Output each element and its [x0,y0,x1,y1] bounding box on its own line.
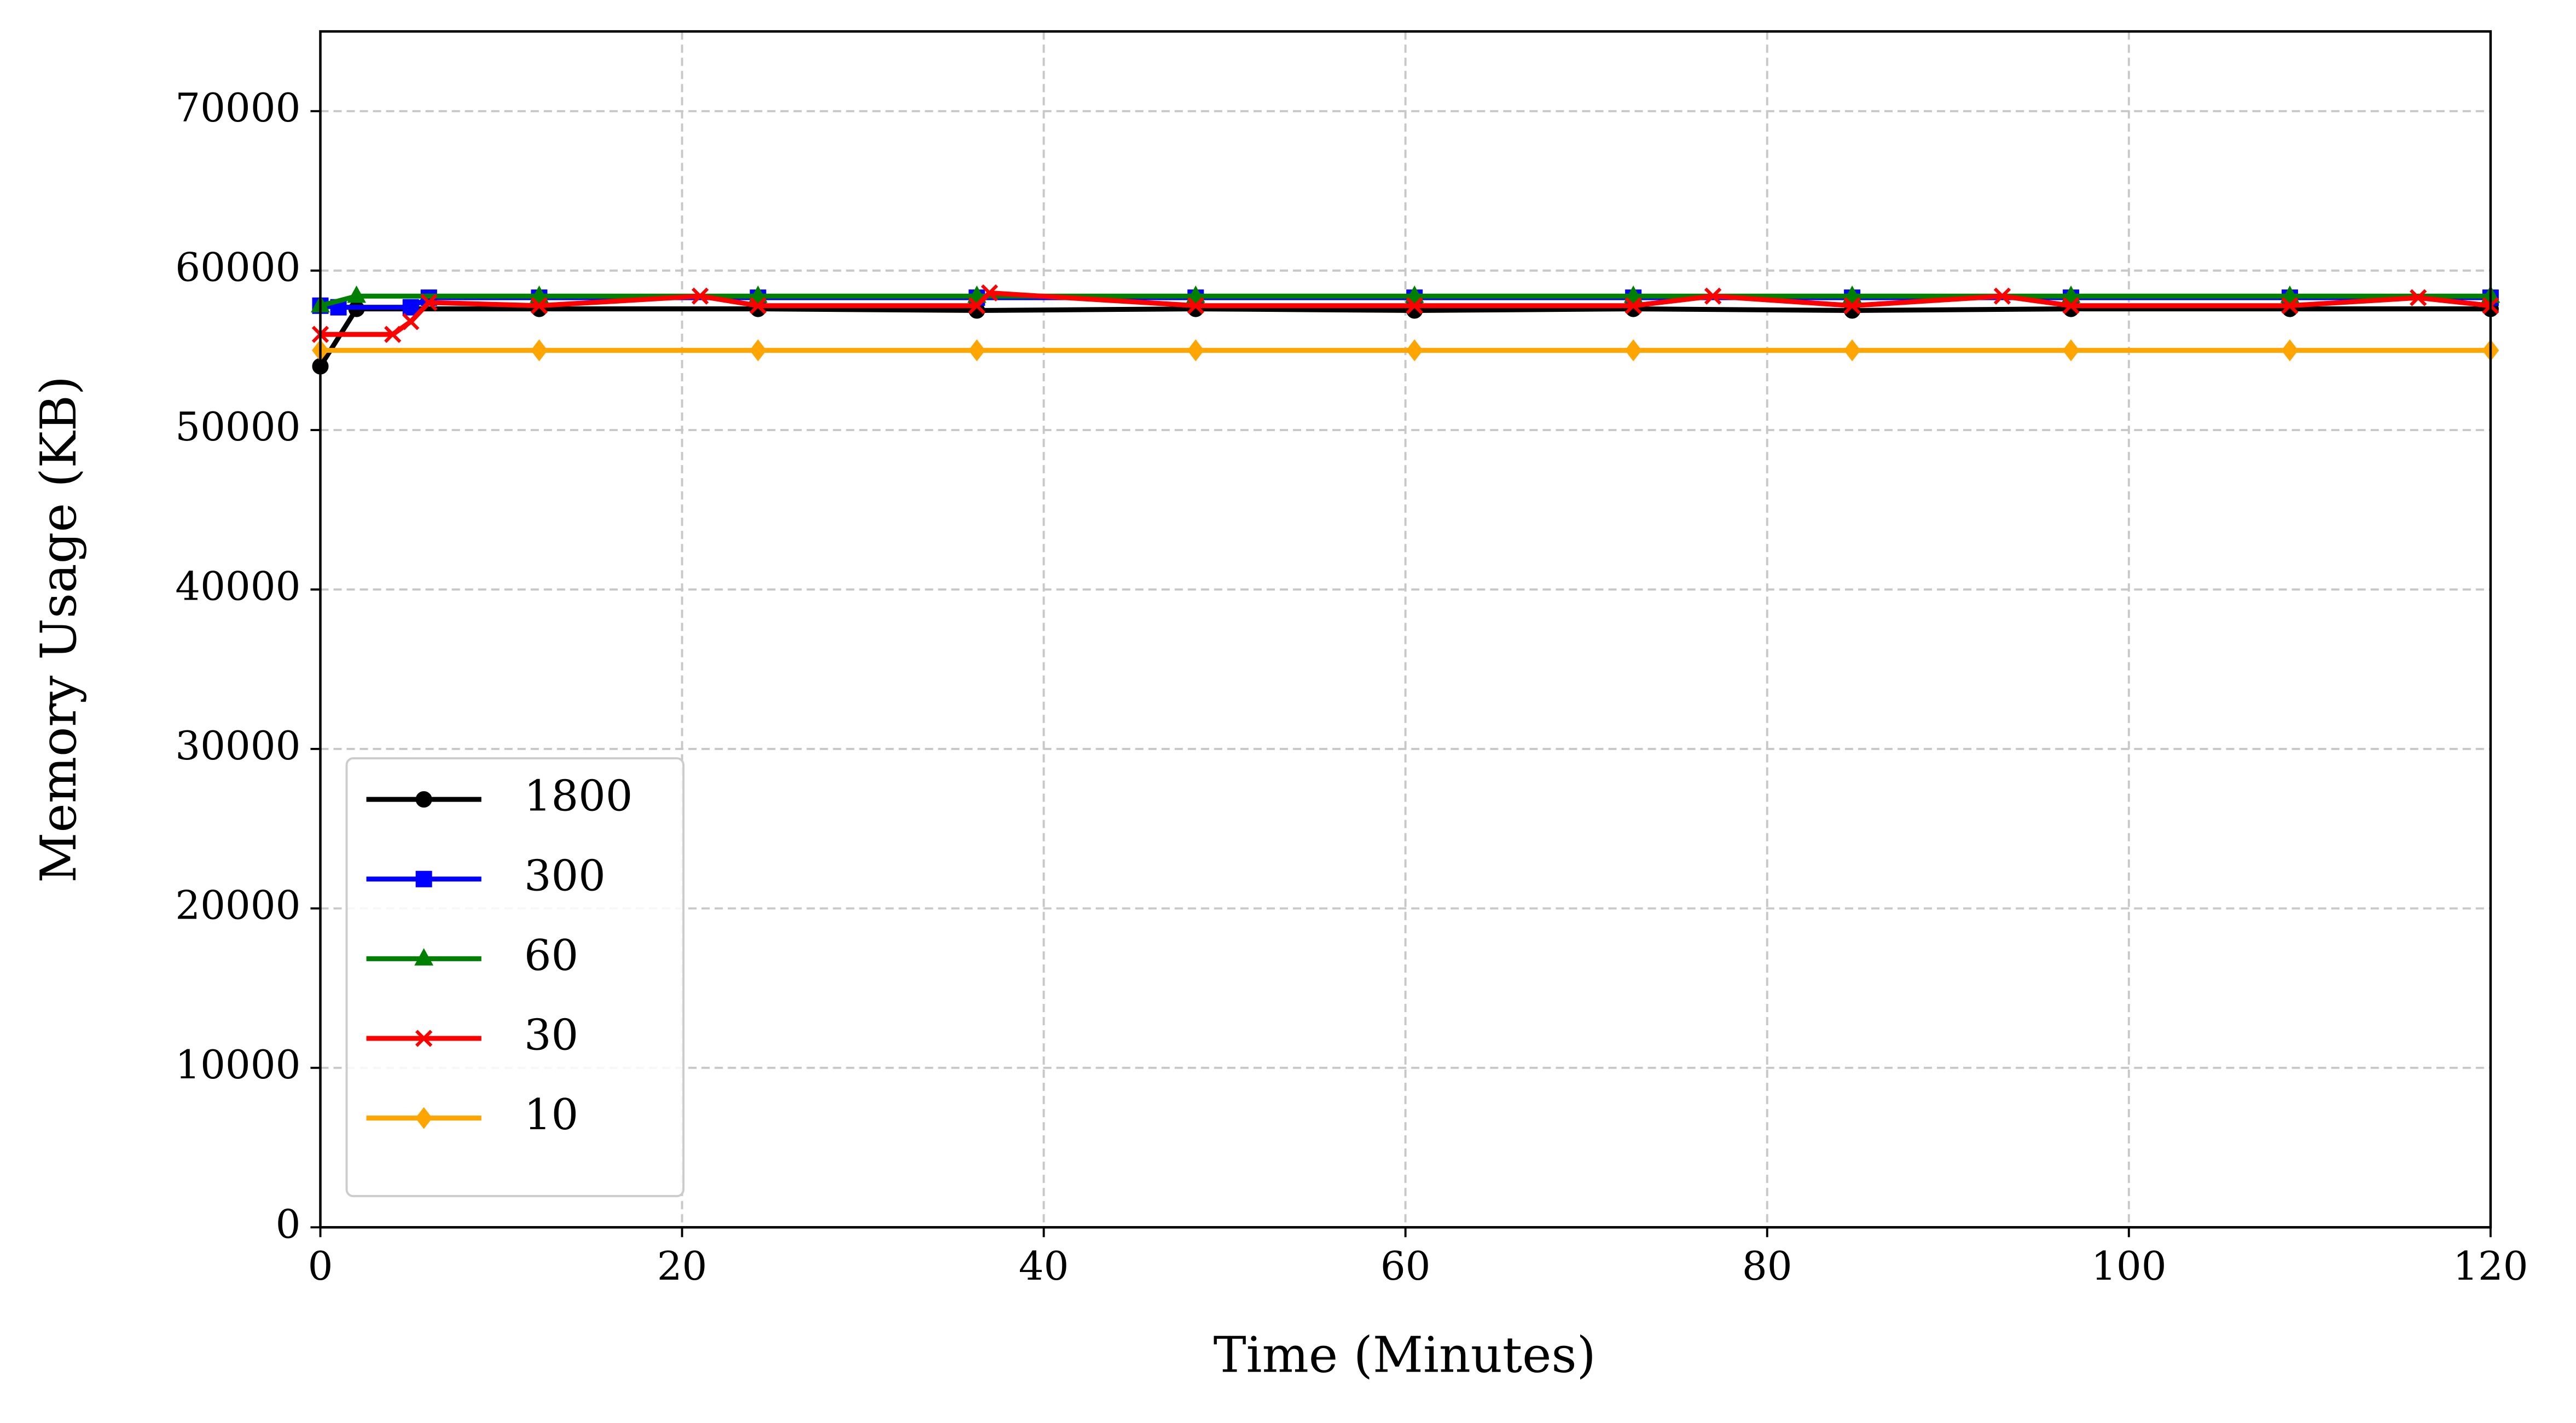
marker [347,285,367,303]
x-axis-label: Time (Minutes) [1214,1327,1596,1384]
x-tick-label: 60 [1380,1243,1431,1289]
marker [2062,297,2080,315]
marker [2281,339,2299,362]
marker [1704,287,1722,305]
marker [415,1107,433,1129]
y-tick-label: 20000 [175,882,300,928]
marker [749,339,767,362]
legend-label: 10 [524,1090,578,1140]
legend-label: 1800 [524,772,633,821]
y-tick-label: 0 [276,1201,301,1247]
marker [1993,287,2011,305]
marker [2280,285,2300,303]
marker [530,297,548,315]
y-tick-label: 70000 [175,85,300,131]
marker [1842,285,1862,303]
marker [2061,285,2081,303]
legend-box [345,757,685,1198]
marker [531,339,548,362]
marker [1406,339,1423,362]
legend-label: 300 [524,851,606,901]
marker [749,297,767,315]
marker [1406,297,1423,315]
marker [415,870,432,887]
marker [2410,289,2427,306]
marker [980,284,999,302]
marker [420,294,438,311]
marker [1624,297,1642,315]
x-tick-label: 100 [2091,1243,2167,1289]
marker [402,299,419,316]
x-tick-label: 0 [308,1243,333,1289]
series-line [320,293,2491,309]
legend-label: 60 [524,931,578,980]
y-tick-label: 50000 [175,404,300,450]
marker [1843,297,1861,315]
marker [691,287,709,305]
marker [1187,339,1204,362]
marker [530,285,549,303]
legend: 1800 300 60 30 10 [345,757,685,1198]
marker [1624,339,1642,362]
marker [414,948,434,966]
x-tick-label: 20 [657,1243,707,1289]
marker [1843,339,1861,362]
y-tick-label: 10000 [175,1042,300,1088]
marker [748,285,768,303]
marker [1186,285,1205,303]
marker [415,1030,433,1047]
y-tick-label: 30000 [175,723,300,769]
y-axis-label: Memory Usage (KB) [30,376,88,883]
x-tick-label: 120 [2453,1243,2528,1289]
x-tick-label: 80 [1742,1243,1792,1289]
marker [968,297,985,315]
series-line [318,306,2491,368]
marker [1405,285,1424,303]
marker [2062,339,2080,362]
y-tick-label: 60000 [175,245,300,291]
marker [384,326,402,343]
plot-frame [319,30,2492,1229]
marker [1623,285,1643,303]
y-tick-label: 40000 [175,564,300,609]
marker [415,791,432,808]
legend-label: 30 [524,1011,578,1060]
marker [1187,297,1204,315]
marker [2281,297,2299,315]
x-tick-label: 40 [1019,1243,1069,1289]
marker [402,313,420,330]
marker [968,339,985,362]
